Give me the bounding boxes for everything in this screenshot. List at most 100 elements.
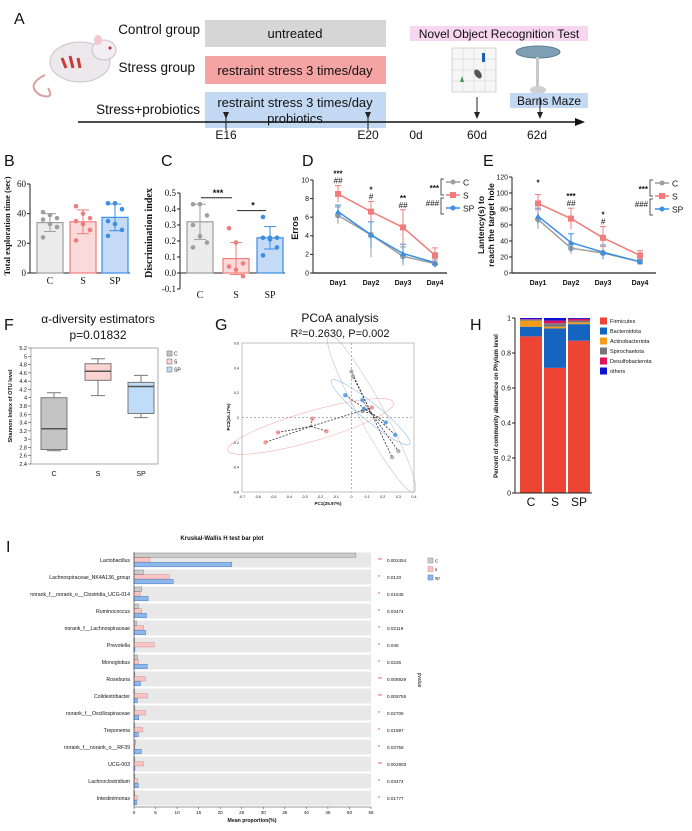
sample-point-S [263, 440, 268, 445]
legend-label-SP: SP [672, 205, 684, 215]
x-tick-label-S: S [233, 290, 239, 301]
bar-sp [133, 783, 139, 788]
bar-s [133, 761, 144, 767]
x-axis-title: Mean proportion(%) [228, 818, 277, 824]
data-point-S [73, 238, 79, 243]
centroid-line-SP [363, 408, 371, 413]
significance-hash: ## [567, 199, 576, 208]
row-label: Treponema [104, 728, 130, 734]
row-band [134, 620, 371, 636]
bar-sp [133, 596, 149, 601]
bar-sp [133, 664, 148, 669]
significance-star: *** [333, 170, 343, 179]
y-tick-label: 1 [507, 315, 511, 322]
x-tick-label: 0 [133, 810, 136, 815]
x-tick-label: 0.4 [412, 495, 417, 499]
legend-significance: *** [639, 185, 649, 194]
legend-swatch-Desulfobacterota [600, 357, 607, 365]
mouse-illustration [32, 35, 117, 98]
box-S [84, 363, 112, 381]
row-band [134, 688, 371, 704]
panel-f-alpha-diversity-chart: α-diversity estimators p=0.01832 2.4 2.6 2.8… [8, 312, 181, 478]
significance-hash: ## [334, 177, 343, 186]
y-axis-title: Lantency(s) to [476, 196, 486, 254]
marker-SP [600, 249, 606, 255]
x-tick-label: 35 [282, 810, 288, 815]
bar-s [133, 659, 139, 665]
row-label: Lactobacillus [100, 558, 130, 564]
legend-significance: ### [635, 200, 649, 209]
data-point-S [226, 225, 232, 231]
data-point-C [47, 221, 53, 227]
y-tick-label: -0.4 [233, 466, 239, 470]
row-band [134, 637, 371, 653]
legend-bracket [440, 197, 444, 215]
panel-b-exploration-chart: 0 20 40 60 Total exploration time (sec) C S SP [2, 176, 130, 287]
p-value: 0.01777 [387, 796, 404, 801]
legend-label-Desulfobacterota: Desulfobacterota [610, 359, 653, 365]
significance-star: * [378, 779, 380, 785]
y-tick-label: 6 [305, 215, 309, 222]
y-tick-label: 0.6 [501, 385, 511, 392]
stack-segment-C-others [520, 318, 542, 320]
significance-hash: # [601, 218, 606, 227]
centroid-line-C [371, 413, 399, 452]
y-tick-label: 0.5 [165, 188, 177, 198]
stack-segment-C-Firmicutes [520, 336, 542, 493]
data-point-C [40, 235, 46, 240]
data-point-C [190, 222, 196, 228]
stack-segment-S-Bacteroidota [544, 328, 566, 368]
y-tick-label: 20 [17, 238, 27, 248]
x-tick-label-SP: SP [264, 290, 276, 301]
centroid-line-S [310, 426, 327, 432]
x-tick-label-C: C [51, 471, 56, 478]
series-line-C [337, 214, 436, 265]
data-point-C [40, 217, 46, 222]
significance-star: * [378, 609, 380, 615]
x-tick-label-S: S [551, 495, 559, 509]
x-tick-label-Day4: Day4 [427, 280, 444, 287]
y-tick-label: 2.6 [19, 454, 27, 460]
legend-label-C: C [672, 179, 678, 189]
group-label-stress: Stress group [118, 60, 195, 75]
y-tick-label: 0 [305, 270, 309, 277]
x-tick-label: 30 [261, 810, 267, 815]
legend-label-sp: sp [435, 576, 440, 581]
panel-label-g: G [215, 317, 227, 334]
nor-test-label: Novel Object Recognition Test [419, 27, 580, 41]
bar-sp [133, 800, 137, 805]
bar-C [133, 586, 143, 592]
p-value: 0.0133 [387, 575, 401, 580]
x-tick-label-Day3: Day3 [395, 280, 412, 287]
data-point-S [240, 273, 246, 279]
x-tick-label-S: S [80, 276, 86, 287]
x-tick-label: 55 [368, 810, 374, 815]
panel-e-latency-chart: 020406080100120Day1*Day2***##Day3*#Day4C… [476, 174, 684, 287]
y-tick-label: 4.2 [19, 387, 27, 393]
legend-label-Spirochaetota: Spirochaetota [610, 349, 645, 355]
marker-SP [568, 239, 574, 246]
x-tick-label: 25 [239, 810, 245, 815]
bar-sp [133, 681, 141, 686]
p-value: 0.01545 [387, 592, 404, 597]
timeline-arrowhead [575, 118, 585, 126]
bar-sp [133, 562, 233, 567]
p-value: 0.03756 [387, 745, 404, 750]
y-axis-title: Shannon Index of OTU level [8, 369, 14, 443]
panel-label-b: B [4, 153, 15, 170]
bar-s [133, 693, 149, 699]
row-band [134, 671, 371, 687]
confidence-ellipse-S [227, 398, 394, 455]
legend-swatch-Actinobacteriota [600, 337, 607, 345]
y-axis-title: reach the target hole [486, 183, 496, 267]
significance-star: * [601, 211, 605, 220]
sample-point-SP [383, 420, 389, 425]
bar-C [133, 552, 357, 558]
y-axis-title: Percent of community abundance on Phylum… [494, 334, 500, 478]
y-tick-label: 10 [301, 177, 309, 184]
data-point-S [233, 240, 239, 245]
legend-label-S: S [672, 192, 678, 202]
data-point-SP [267, 237, 273, 242]
legend-label-C: C [463, 178, 469, 188]
stack-segment-SP-Bacteroidota [568, 324, 590, 341]
